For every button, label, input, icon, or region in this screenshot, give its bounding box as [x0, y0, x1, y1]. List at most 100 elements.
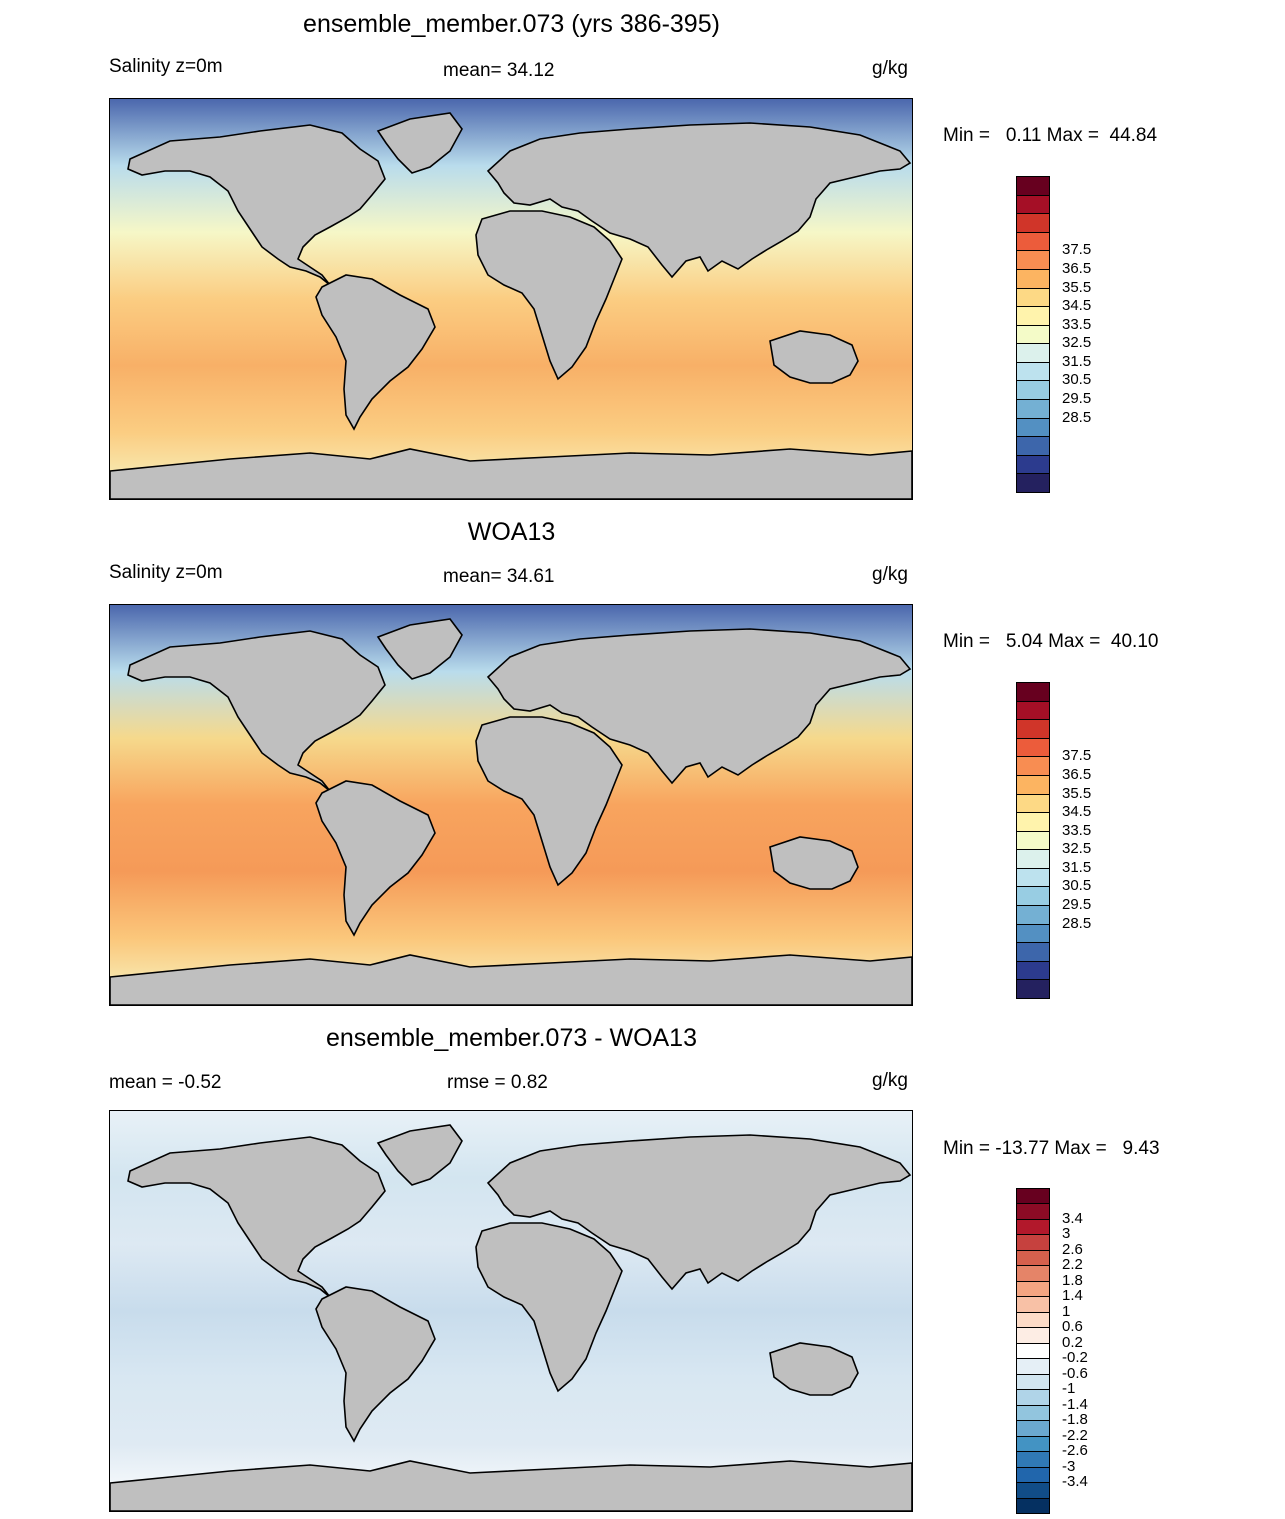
- colorbar-swatch: [1016, 682, 1050, 702]
- colorbar-tick-label: 34.5: [1062, 803, 1092, 821]
- colorbar-swatch: [1016, 812, 1050, 832]
- colorbar-tick-label: 2.6: [1062, 1240, 1083, 1258]
- colorbar-swatch: [1016, 1280, 1050, 1298]
- colorbar-swatch: [1016, 979, 1050, 999]
- colorbar-tick-label: 34.5: [1062, 297, 1092, 315]
- colorbar-swatch: [1016, 905, 1050, 925]
- land-greenland: [376, 112, 463, 174]
- colorbar-tick-label: 3: [1062, 1225, 1071, 1243]
- min-max-label: Min = 0.11 Max = 44.84: [943, 125, 1158, 146]
- colorbar-tick-label: -1.4: [1062, 1395, 1088, 1413]
- colorbar-swatch: [1016, 923, 1050, 944]
- colorbar-tick-label: 33.5: [1062, 821, 1092, 839]
- colorbar-swatch: [1016, 1218, 1050, 1236]
- colorbar-tick-label: 28.5: [1062, 914, 1092, 932]
- colorbar-tick-label: 2.2: [1062, 1256, 1083, 1274]
- colorbar-tick-label: -2.6: [1062, 1442, 1088, 1460]
- land-africa: [475, 210, 623, 381]
- colorbar-swatch: [1016, 700, 1050, 721]
- land-south-america: [315, 780, 436, 937]
- colorbar-swatch: [1016, 436, 1050, 456]
- land-australia: [769, 330, 859, 384]
- colorbar-tick-label: 0.6: [1062, 1318, 1083, 1336]
- colorbar-swatch: [1016, 473, 1050, 493]
- colorbar-swatch: [1016, 1389, 1050, 1406]
- land-antarctica: [110, 1460, 912, 1511]
- colorbar-swatch: [1016, 1451, 1050, 1468]
- rmse-label: rmse = 0.82: [447, 1072, 548, 1093]
- land-south-america: [315, 1286, 436, 1443]
- colorbar-swatch: [1016, 176, 1050, 196]
- colorbar-swatch: [1016, 1249, 1050, 1267]
- colorbar-swatch: [1016, 1466, 1050, 1484]
- land-eurasia: [486, 122, 912, 279]
- colorbar-swatch: [1016, 793, 1050, 814]
- colorbar-tick-label: 31.5: [1062, 858, 1092, 876]
- colorbar-swatch: [1016, 1188, 1050, 1205]
- colorbar-swatch: [1016, 361, 1050, 382]
- land-africa: [475, 716, 623, 887]
- colorbar-tick-label: 37.5: [1062, 747, 1092, 765]
- colorbar-tick-label: 28.5: [1062, 408, 1092, 426]
- colorbar-tick-label: 33.5: [1062, 315, 1092, 333]
- colorbar-tick-label: 29.5: [1062, 390, 1092, 408]
- colorbar-tick-label: 31.5: [1062, 352, 1092, 370]
- colorbar-tick-label: 35.5: [1062, 784, 1092, 802]
- colorbar-tick-label: 0.2: [1062, 1333, 1083, 1351]
- land-eurasia: [486, 1134, 912, 1291]
- mean-label: mean= 34.12: [443, 60, 555, 81]
- colorbar-swatch: [1016, 1327, 1050, 1344]
- colorbar-tick-label: 30.5: [1062, 371, 1092, 389]
- colorbar: [1016, 682, 1050, 999]
- units-label: g/kg: [872, 58, 908, 79]
- colorbar-swatch: [1016, 1296, 1050, 1313]
- colorbar-swatch: [1016, 737, 1050, 758]
- colorbar-tick-label: -1.8: [1062, 1411, 1088, 1429]
- colorbar-swatch: [1016, 1203, 1050, 1220]
- colorbar-swatch: [1016, 231, 1050, 252]
- colorbar-swatch: [1016, 1234, 1050, 1251]
- colorbar-swatch: [1016, 719, 1050, 739]
- panel-title: WOA13: [467, 518, 556, 546]
- mean-label: mean = -0.52: [109, 1072, 222, 1093]
- colorbar-swatch: [1016, 1497, 1050, 1514]
- colorbar-swatch: [1016, 343, 1050, 363]
- woa13-salinity-panel: WOA13 Salinity z=0m mean= 34.61 g/kg Min…: [0, 506, 1285, 1012]
- colorbar-tick-label: 1.4: [1062, 1287, 1083, 1305]
- colorbar-swatch: [1016, 194, 1050, 215]
- land-australia: [769, 1342, 859, 1396]
- colorbar-tick-label: -3: [1062, 1457, 1076, 1475]
- colorbar-tick-label: 29.5: [1062, 896, 1092, 914]
- colorbar-swatch: [1016, 1404, 1050, 1422]
- colorbar-tick-label: 3.4: [1062, 1209, 1083, 1227]
- land-south-america: [315, 274, 436, 431]
- colorbar-swatch: [1016, 1373, 1050, 1391]
- colorbar-swatch: [1016, 830, 1050, 851]
- colorbar-swatch: [1016, 1342, 1050, 1360]
- colorbar-swatch: [1016, 1482, 1050, 1499]
- model-salinity-panel: ensemble_member.073 (yrs 386-395) Salini…: [0, 0, 1285, 506]
- colorbar-tick-label: 30.5: [1062, 877, 1092, 895]
- colorbar: [1016, 176, 1050, 493]
- colorbar-swatch: [1016, 774, 1050, 795]
- colorbar-tick-label: 32.5: [1062, 840, 1092, 858]
- colorbar-tick-label: 32.5: [1062, 334, 1092, 352]
- salinity-map: [109, 604, 913, 1006]
- colorbar-swatch: [1016, 886, 1050, 907]
- colorbar-tick-label: 36.5: [1062, 259, 1092, 277]
- colorbar-swatch: [1016, 287, 1050, 308]
- colorbar-swatch: [1016, 380, 1050, 401]
- land-antarctica: [110, 448, 912, 499]
- colorbar-tick-label: 36.5: [1062, 765, 1092, 783]
- units-label: g/kg: [872, 1070, 908, 1091]
- land-antarctica: [110, 954, 912, 1005]
- colorbar-swatch: [1016, 849, 1050, 869]
- colorbar-swatch: [1016, 268, 1050, 289]
- land-greenland: [376, 1124, 463, 1186]
- land-greenland: [376, 618, 463, 680]
- colorbar-swatch: [1016, 756, 1050, 776]
- colorbar-tick-label: 1: [1062, 1302, 1071, 1320]
- colorbar-swatch: [1016, 213, 1050, 233]
- colorbar-tick-label: -0.6: [1062, 1364, 1088, 1382]
- salinity-map: [109, 98, 913, 500]
